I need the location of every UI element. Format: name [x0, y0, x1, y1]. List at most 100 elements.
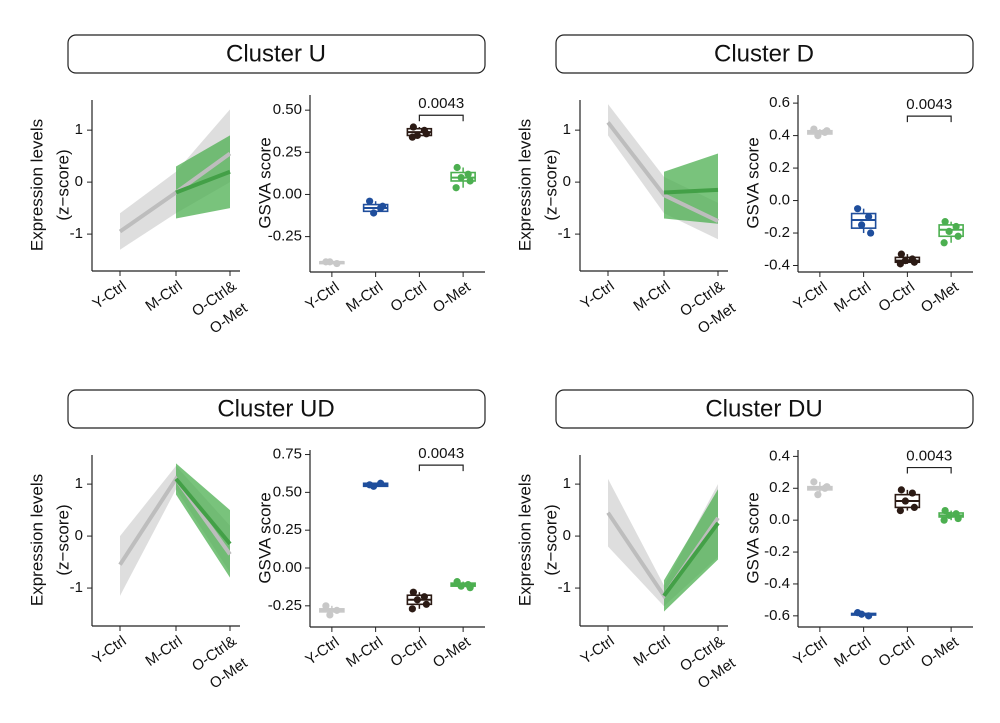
data-point	[814, 131, 822, 140]
y-tick-label: -0.4	[764, 575, 790, 592]
x-tick-label: M-Ctrl	[630, 633, 673, 670]
data-point	[408, 605, 416, 613]
data-point	[897, 250, 905, 258]
y-axis-label: (z−score)	[541, 504, 560, 575]
p-value: 0.0043	[418, 445, 464, 462]
data-point	[420, 593, 428, 601]
y-tick-label: 0	[563, 173, 571, 190]
y-tick-label: 0.00	[273, 559, 302, 576]
data-point	[333, 606, 341, 614]
y-tick-label: 1	[75, 121, 83, 138]
data-point	[810, 125, 818, 133]
data-point	[379, 202, 387, 210]
y-axis-label: GSVA score	[743, 492, 762, 583]
trend-line	[606, 121, 719, 223]
x-tick-label: Y-Ctrl	[302, 279, 342, 314]
x-tick-label: Y-Ctrl	[302, 634, 342, 669]
x-tick-label: Y-Ctrl	[790, 634, 830, 669]
data-point	[422, 600, 430, 608]
y-tick-label: 1	[563, 121, 571, 138]
y-axis-label: Expression levels	[515, 474, 534, 606]
data-point	[814, 491, 822, 499]
p-value: 0.0043	[906, 448, 952, 465]
y-tick-label: -0.25	[268, 597, 302, 614]
data-point	[457, 174, 465, 182]
data-point	[954, 232, 962, 240]
confidence-band	[664, 489, 718, 612]
x-tick-label: O-Met	[430, 633, 475, 671]
data-point	[464, 170, 472, 178]
y-axis-label: GSVA score	[255, 137, 274, 228]
data-point	[865, 612, 873, 620]
significance-bracket	[906, 466, 952, 474]
y-axis-label: (z−score)	[53, 504, 72, 575]
x-tick-label: M-Ctrl	[831, 279, 874, 316]
x-tick-label: O-Met	[918, 633, 963, 671]
significance-bracket	[418, 114, 464, 122]
panel-header	[555, 389, 974, 429]
y-axis-label: GSVA score	[255, 492, 274, 583]
y-tick-label: 0.00	[273, 185, 302, 202]
y-tick-label: 0.50	[273, 101, 302, 118]
data-point	[945, 227, 953, 236]
confidence-band	[176, 463, 230, 578]
y-tick-label: -0.2	[764, 543, 790, 560]
confidence-band	[176, 135, 230, 219]
x-tick-label: O-Ctrl	[387, 634, 430, 671]
x-tick-label: Y-Ctrl	[578, 278, 618, 313]
confidence-band	[664, 153, 718, 224]
data-point	[322, 602, 330, 610]
data-point	[326, 258, 334, 266]
data-point	[858, 610, 866, 618]
trend-line	[174, 477, 232, 546]
trend-line	[663, 187, 719, 195]
y-tick-label: 0.4	[769, 127, 790, 144]
significance-bracket	[906, 115, 952, 123]
y-axis-label: (z−score)	[53, 149, 72, 220]
data-point	[452, 184, 460, 192]
trend-line	[175, 169, 231, 195]
data-point	[370, 209, 378, 217]
x-tick-label: O-Met	[430, 278, 475, 316]
y-tick-label: 0.2	[769, 159, 790, 176]
y-axis-label: Expression levels	[515, 119, 534, 251]
y-tick-label: -0.4	[764, 256, 790, 273]
x-tick-label: M-Ctrl	[831, 634, 874, 671]
data-point	[409, 588, 417, 596]
panel-header	[67, 389, 486, 429]
x-tick-label: M-Ctrl	[343, 279, 386, 316]
data-point	[854, 205, 862, 213]
panel-title: Cluster D	[714, 40, 814, 67]
p-value: 0.0043	[906, 96, 952, 113]
y-tick-label: -1	[70, 225, 83, 242]
data-point	[333, 259, 341, 268]
data-point	[941, 506, 949, 515]
data-point	[409, 123, 417, 131]
data-point	[945, 511, 953, 519]
y-tick-label: 0	[563, 527, 571, 544]
data-point	[910, 503, 918, 512]
y-tick-label: -0.25	[268, 228, 302, 245]
data-point	[897, 486, 905, 494]
data-point	[413, 596, 421, 604]
y-tick-label: 0	[75, 527, 83, 544]
data-point	[908, 489, 916, 497]
data-point	[896, 260, 904, 268]
data-point	[453, 163, 461, 172]
data-point	[896, 506, 904, 515]
x-tick-label: O-Met	[918, 278, 963, 316]
y-tick-label: 0.2	[769, 479, 790, 496]
x-tick-label: O-Ctrl	[875, 634, 918, 671]
trend-line	[662, 521, 720, 598]
x-tick-label: M-Ctrl	[630, 278, 673, 315]
y-tick-label: 0.6	[769, 94, 790, 111]
data-point	[366, 197, 374, 205]
panel-header	[67, 34, 486, 74]
data-point	[422, 130, 430, 138]
y-tick-label: 0.4	[769, 447, 790, 464]
data-point	[867, 229, 875, 237]
x-tick-label: Y-Ctrl	[578, 633, 618, 668]
data-point	[941, 218, 949, 226]
data-point	[858, 221, 866, 229]
